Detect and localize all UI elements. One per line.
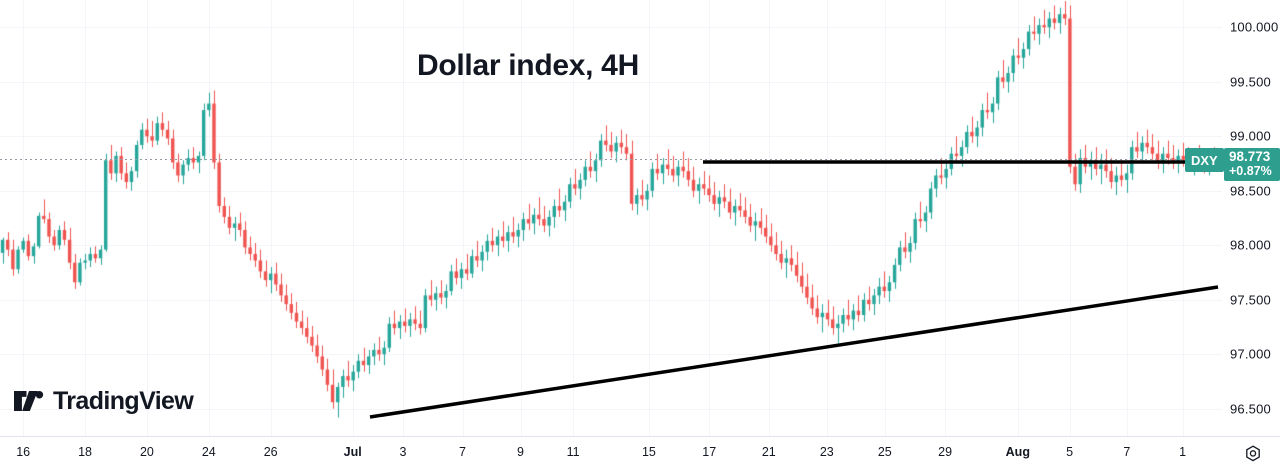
time-axis-label: 9 [517, 445, 524, 459]
price-axis-label: 98.500 [1230, 183, 1271, 199]
time-axis-label: 24 [201, 445, 216, 459]
chart-plot-area[interactable]: Dollar index, 4H TradingView [0, 0, 1222, 436]
price-axis-label: 97.000 [1230, 346, 1271, 362]
drawing-layer [369, 160, 1222, 419]
tradingview-logo: TradingView [14, 386, 194, 416]
time-axis-label: 17 [702, 445, 717, 459]
price-axis-label: 97.500 [1230, 292, 1271, 308]
time-axis-label: 1 [1179, 445, 1187, 459]
last-price-value: 98.773 [1229, 149, 1271, 164]
time-axis-label: 16 [16, 445, 31, 459]
tradingview-logo-text: TradingView [53, 386, 194, 415]
page-title: Dollar index, 4H [417, 49, 639, 82]
time-axis-label: 15 [641, 445, 656, 459]
current-price-line [0, 159, 1222, 160]
tv-logo-icon [14, 391, 44, 411]
price-axis[interactable]: 100.000 99.500 99.000 98.500 98.000 97.500 97.… [1222, 0, 1280, 436]
time-axis-label: 18 [78, 445, 93, 459]
time-axis-label: 20 [139, 445, 154, 459]
time-axis[interactable]: 16 18 20 24 26 Jul 3 7 9 11 15 17 21 23 25 29 Aug 5 7 1 [0, 437, 1280, 468]
time-axis-label: 3 [399, 445, 407, 459]
time-axis-label: 21 [761, 445, 776, 459]
time-axis-label: 7 [1123, 445, 1131, 459]
time-axis-label: 5 [1066, 445, 1074, 459]
support-trendline [369, 285, 1219, 419]
price-axis-label: 96.500 [1230, 401, 1271, 417]
price-change-percent: +0.87% [1229, 164, 1272, 178]
price-axis-label: 98.000 [1230, 237, 1271, 253]
time-axis-label: 7 [459, 445, 466, 459]
time-axis-label: 11 [566, 445, 580, 459]
time-axis-separator [0, 436, 1280, 437]
time-axis-label: 25 [877, 445, 892, 459]
symbol-badge[interactable]: DXY [1185, 148, 1224, 172]
price-axis-label: 99.500 [1230, 74, 1271, 90]
settings-gear-icon[interactable] [1243, 444, 1263, 468]
time-axis-label: 29 [938, 445, 953, 459]
price-axis-label: 99.000 [1230, 128, 1271, 144]
time-axis-label: 26 [263, 445, 278, 459]
time-axis-label: Aug [1005, 445, 1030, 459]
candlestick-series [0, 0, 1222, 436]
price-badge[interactable]: 98.773 +0.87% [1224, 148, 1280, 181]
time-axis-label: Jul [343, 445, 362, 459]
price-axis-label: 100.000 [1230, 19, 1279, 35]
time-axis-label: 23 [819, 445, 834, 459]
